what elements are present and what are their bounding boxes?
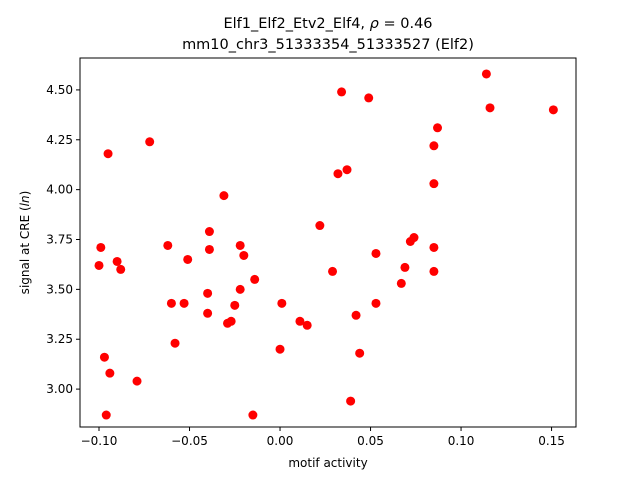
data-point <box>230 300 240 310</box>
x-tick-label: 0.00 <box>267 434 294 448</box>
data-point <box>275 344 285 354</box>
data-point <box>203 288 213 298</box>
data-point <box>409 233 419 243</box>
x-tick-label: 0.10 <box>448 434 475 448</box>
data-point <box>101 410 111 420</box>
data-point <box>219 191 229 201</box>
chart-title-line2: mm10_chr3_51333354_51333527 (Elf2) <box>182 37 474 53</box>
data-point <box>355 348 365 358</box>
data-point <box>170 338 180 348</box>
data-point <box>204 244 214 254</box>
data-point <box>132 376 142 386</box>
data-point <box>145 137 155 147</box>
y-tick-label: 3.25 <box>46 332 73 346</box>
data-point <box>179 298 189 308</box>
x-tick-label: 0.05 <box>357 434 384 448</box>
y-tick-label: 3.00 <box>46 382 73 396</box>
data-point <box>371 248 381 258</box>
plot-area-frame <box>79 57 577 428</box>
data-point <box>166 298 176 308</box>
data-point <box>235 284 245 294</box>
data-point <box>364 93 374 103</box>
data-point <box>485 103 495 113</box>
data-point <box>203 308 213 318</box>
data-point <box>116 264 126 274</box>
data-point <box>204 227 214 237</box>
data-points <box>94 69 558 420</box>
data-point <box>302 320 312 330</box>
data-point <box>429 266 439 276</box>
data-point <box>277 298 287 308</box>
data-point <box>481 69 491 79</box>
data-point <box>105 368 115 378</box>
data-point <box>328 266 338 276</box>
y-tick-label: 4.00 <box>46 183 73 197</box>
data-point <box>333 169 343 179</box>
y-tick-label: 4.25 <box>46 133 73 147</box>
data-point <box>315 221 325 231</box>
data-point <box>429 179 439 189</box>
x-tick-label: −0.05 <box>171 434 208 448</box>
data-point <box>429 141 439 151</box>
y-axis-label: signal at CRE (ln) <box>18 191 32 295</box>
chart-title-line1: Elf1_Elf2_Etv2_Elf4, ρ = 0.46 <box>223 16 432 32</box>
x-axis-label: motif activity <box>288 456 367 470</box>
data-point <box>337 87 347 97</box>
x-tick-label: 0.15 <box>538 434 565 448</box>
data-point <box>548 105 558 115</box>
data-point <box>163 240 173 250</box>
data-point <box>351 310 361 320</box>
data-point <box>342 165 352 175</box>
y-tick-label: 3.75 <box>46 233 73 247</box>
data-point <box>371 298 381 308</box>
data-point <box>346 396 356 406</box>
y-axis-ticks: 3.00 3.25 3.50 3.75 4.00 4.25 4.50 <box>46 83 80 396</box>
data-point <box>103 149 113 159</box>
data-point <box>295 316 305 326</box>
data-point <box>96 242 106 252</box>
data-point <box>183 254 193 264</box>
x-tick-label: −0.10 <box>81 434 118 448</box>
data-point <box>99 352 109 362</box>
data-point <box>112 256 122 266</box>
data-point <box>400 262 410 272</box>
data-point <box>239 250 249 260</box>
data-point <box>94 260 104 270</box>
data-point <box>248 410 258 420</box>
y-tick-label: 4.50 <box>46 83 73 97</box>
data-point <box>433 123 443 133</box>
x-axis-ticks: −0.10 −0.05 0.00 0.05 0.10 0.15 <box>81 427 565 448</box>
data-point <box>429 242 439 252</box>
data-point <box>235 240 245 250</box>
data-point <box>226 316 236 326</box>
data-point <box>396 278 406 288</box>
y-tick-label: 3.50 <box>46 282 73 296</box>
data-point <box>250 274 260 284</box>
